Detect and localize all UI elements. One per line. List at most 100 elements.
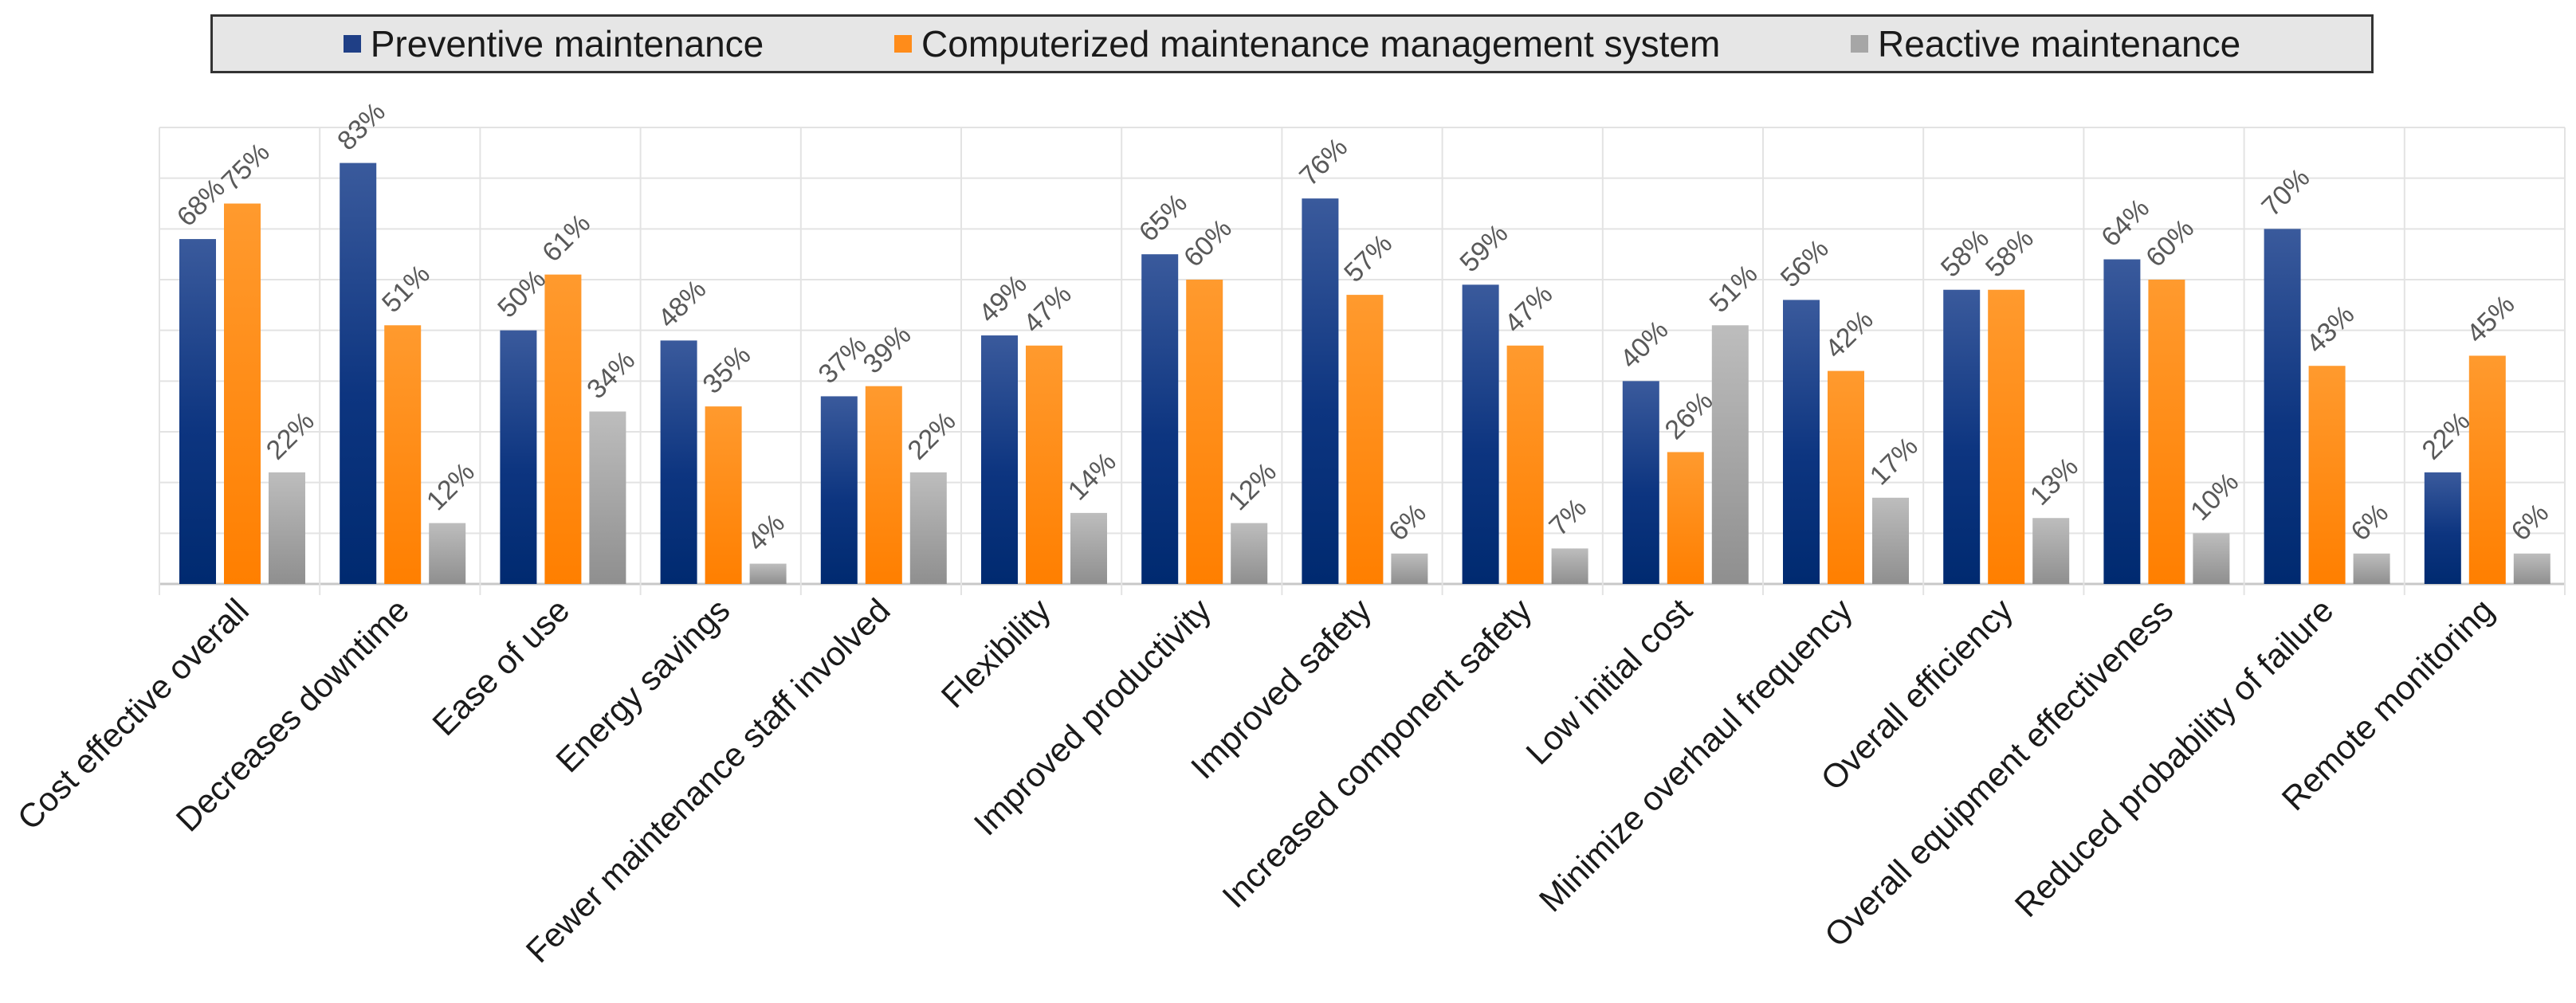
bar-cmms[interactable]: [865, 386, 902, 584]
bar-reactive[interactable]: [1231, 523, 1268, 584]
bar-cmms[interactable]: [2148, 280, 2185, 584]
bar-cmms[interactable]: [544, 274, 582, 584]
bar-preventive[interactable]: [2424, 472, 2461, 584]
data-label-preventive: 59%: [1454, 218, 1514, 278]
legend-swatch-preventive: [343, 35, 361, 53]
data-label-cmms: 35%: [697, 340, 756, 400]
bar-cmms[interactable]: [2468, 355, 2506, 585]
category-tick-label: Low initial cost: [1518, 591, 1699, 772]
category-tick-label: Energy savings: [548, 591, 736, 779]
bar-preventive[interactable]: [340, 163, 377, 585]
bar-cmms[interactable]: [1667, 452, 1704, 584]
bar-cmms[interactable]: [224, 203, 261, 585]
bar-cmms[interactable]: [1186, 280, 1223, 584]
data-label-cmms: 60%: [2140, 214, 2200, 273]
data-label-cmms: 58%: [1980, 223, 2040, 283]
bar-reactive[interactable]: [1872, 497, 1909, 584]
data-label-reactive: 6%: [1383, 498, 1432, 547]
data-label-reactive: 6%: [2506, 498, 2555, 547]
bar-reactive[interactable]: [2032, 518, 2070, 584]
bar-preventive[interactable]: [1302, 198, 1339, 584]
data-label-reactive: 10%: [2185, 467, 2244, 527]
data-label-reactive: 13%: [2024, 452, 2084, 511]
bar-reactive[interactable]: [1551, 548, 1588, 584]
data-label-preventive: 22%: [2417, 406, 2476, 466]
bar-reactive[interactable]: [2193, 533, 2230, 584]
data-label-reactive: 22%: [261, 406, 320, 466]
bar-preventive[interactable]: [1622, 381, 1659, 584]
legend-swatch-cmms: [894, 35, 913, 53]
data-label-cmms: 39%: [858, 319, 917, 379]
bar-reactive[interactable]: [749, 563, 787, 584]
data-label-cmms: 43%: [2300, 300, 2360, 359]
category-tick-label: Ease of use: [425, 591, 576, 742]
data-label-cmms: 26%: [1659, 386, 1719, 445]
data-label-reactive: 6%: [2345, 498, 2394, 547]
bar-preventive[interactable]: [1462, 284, 1499, 584]
data-label-reactive: 14%: [1062, 447, 1122, 507]
data-label-reactive: 7%: [1543, 492, 1592, 542]
data-label-preventive: 48%: [652, 274, 712, 334]
bar-reactive[interactable]: [1711, 325, 1749, 584]
legend-entry-cmms[interactable]: Computerized maintenance management syst…: [894, 22, 1720, 65]
bar-reactive[interactable]: [1391, 553, 1428, 584]
data-label-reactive: 12%: [1223, 456, 1282, 516]
bar-preventive[interactable]: [1141, 254, 1179, 584]
bar-preventive[interactable]: [1943, 289, 1981, 584]
data-label-reactive: 22%: [902, 406, 962, 466]
bar-reactive[interactable]: [2513, 553, 2550, 584]
legend-entry-preventive[interactable]: Preventive maintenance: [343, 22, 764, 65]
bar-cmms[interactable]: [384, 325, 422, 584]
bar-preventive[interactable]: [179, 239, 216, 584]
data-label-reactive: 12%: [421, 456, 481, 516]
bar-cmms[interactable]: [705, 406, 742, 584]
bar-preventive[interactable]: [500, 330, 537, 584]
bar-preventive[interactable]: [2103, 259, 2141, 584]
bars: [179, 163, 2550, 585]
bar-cmms[interactable]: [1026, 345, 1062, 584]
category-tick-label: Overall equipment effectiveness: [1817, 591, 2180, 954]
bar-preventive[interactable]: [820, 396, 858, 584]
data-label-reactive: 34%: [581, 345, 641, 405]
category-tick-label: Minimize overhaul frequency: [1532, 591, 1859, 919]
bar-cmms[interactable]: [1828, 370, 1864, 584]
bar-reactive[interactable]: [909, 472, 947, 584]
data-label-cmms: 51%: [376, 259, 436, 319]
legend-label-cmms: Computerized maintenance management syst…: [921, 23, 1721, 65]
legend-label-preventive: Preventive maintenance: [370, 23, 764, 65]
data-label-preventive: 40%: [1615, 315, 1675, 374]
data-label-preventive: 50%: [492, 264, 552, 323]
data-label-reactive: 51%: [1704, 259, 1764, 319]
bar-cmms[interactable]: [1988, 289, 2025, 584]
bar-reactive[interactable]: [1070, 512, 1107, 584]
category-tick-label: Increased component safety: [1215, 591, 1538, 915]
data-label-preventive: 83%: [332, 96, 391, 156]
legend-entry-reactive[interactable]: Reactive maintenance: [1851, 22, 2240, 65]
category-tick-label: Reduced probability of failure: [2008, 591, 2341, 924]
data-label-preventive: 56%: [1775, 233, 1835, 293]
data-label-cmms: 60%: [1178, 214, 1238, 273]
bar-preventive[interactable]: [1783, 300, 1820, 584]
bar-cmms[interactable]: [1506, 345, 1544, 584]
bar-cmms[interactable]: [2308, 366, 2346, 584]
bar-reactive[interactable]: [2353, 553, 2390, 584]
data-label-cmms: 61%: [536, 208, 596, 268]
bar-reactive[interactable]: [589, 411, 626, 584]
data-label-preventive: 65%: [1133, 188, 1193, 248]
bar-preventive[interactable]: [981, 335, 1018, 584]
legend-swatch-reactive: [1851, 35, 1869, 53]
bar-reactive[interactable]: [429, 523, 466, 584]
bar-cmms[interactable]: [1346, 295, 1384, 584]
data-label-reactive: 4%: [741, 508, 791, 558]
bar-preventive[interactable]: [2264, 229, 2301, 584]
data-label-preventive: 76%: [1294, 132, 1353, 192]
data-label-cmms: 42%: [1820, 304, 1879, 364]
bar-preventive[interactable]: [660, 340, 697, 584]
data-label-cmms: 45%: [2461, 289, 2521, 349]
bar-reactive[interactable]: [269, 472, 305, 584]
legend: Preventive maintenance Computerized main…: [210, 14, 2374, 73]
data-label-preventive: 58%: [1935, 223, 1995, 283]
data-label-preventive: 64%: [2095, 193, 2155, 253]
